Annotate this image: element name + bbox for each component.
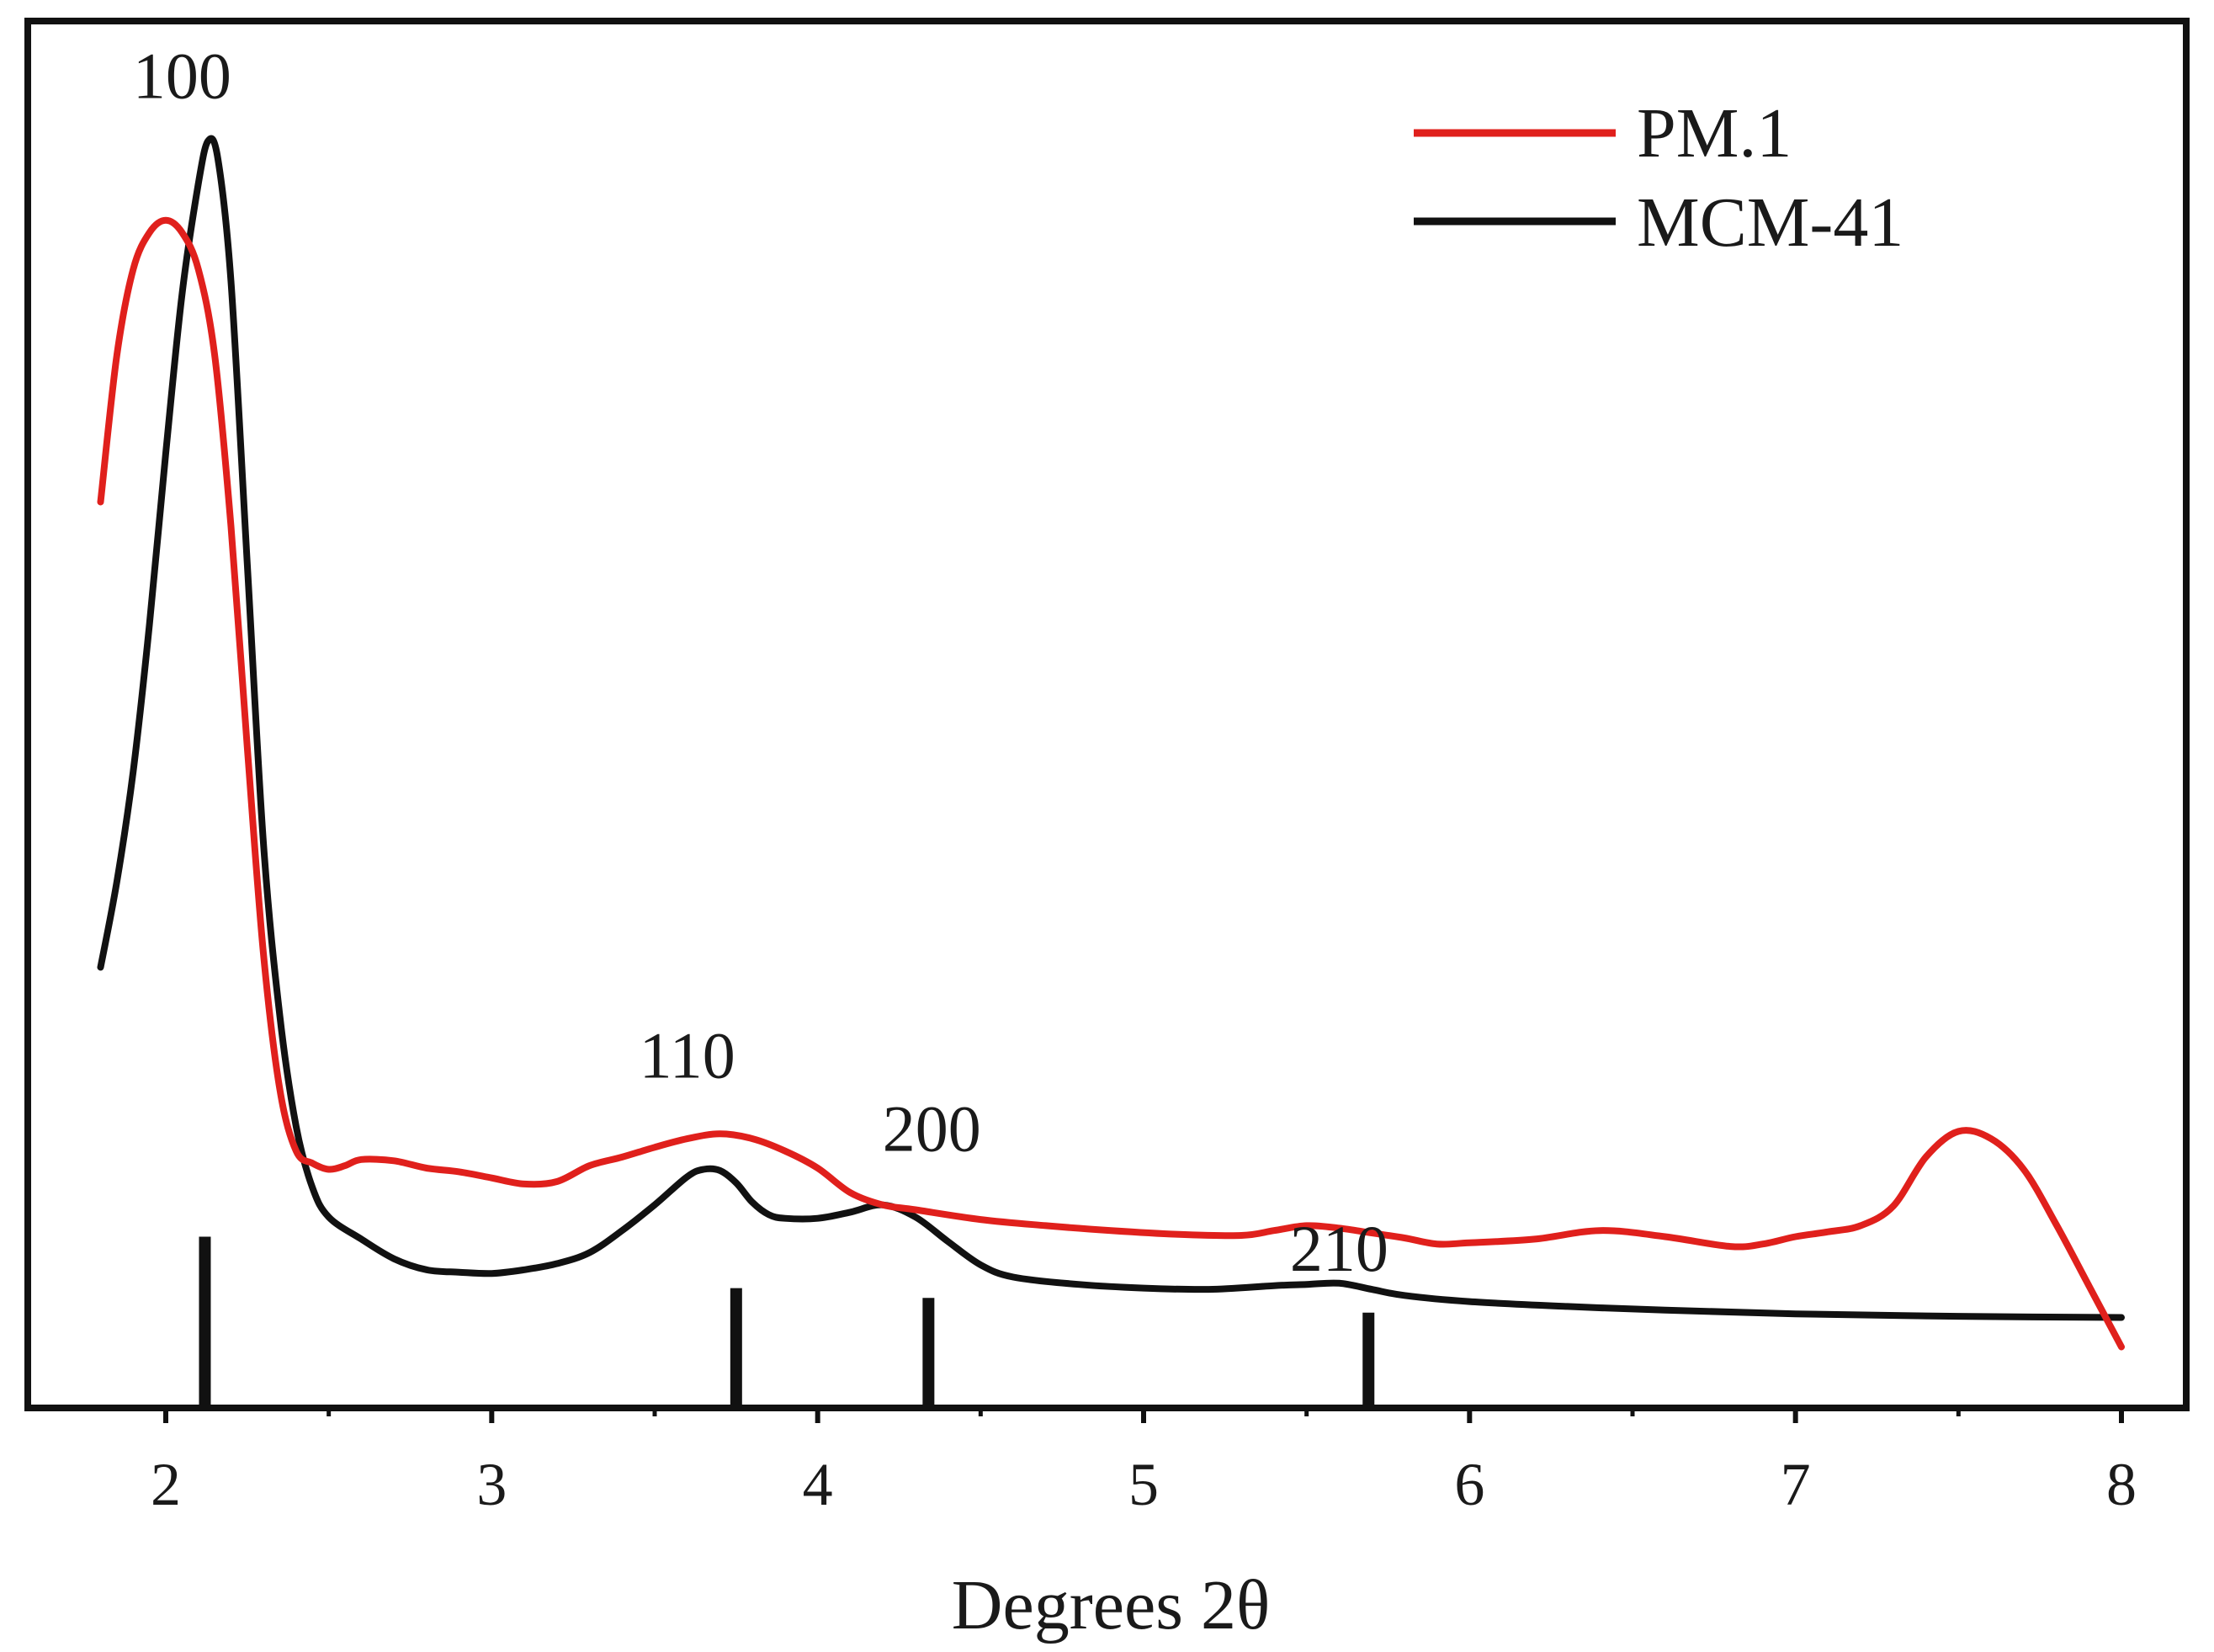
peak-labels: 100 110 200 210 <box>133 39 1388 1285</box>
peak-label-200: 200 <box>883 1092 981 1166</box>
x-tick-label-8: 8 <box>2106 1451 2137 1518</box>
x-tick-label-2: 2 <box>151 1451 181 1518</box>
reference-peaks <box>199 1236 1375 1408</box>
x-tick-label-7: 7 <box>1781 1451 1811 1518</box>
peak-label-110: 110 <box>640 1018 735 1092</box>
x-tick-label-3: 3 <box>476 1451 507 1518</box>
x-tick-label-6: 6 <box>1454 1451 1484 1518</box>
peak-label-100: 100 <box>133 39 231 112</box>
legend-label-pm1: PM.1 <box>1637 94 1792 173</box>
legend-label-mcm41: MCM-41 <box>1637 183 1903 262</box>
x-axis-ticks: 2 3 4 5 6 7 8 <box>151 1408 2137 1518</box>
series-line-mcm41 <box>97 135 2125 1321</box>
x-tick-label-4: 4 <box>803 1451 833 1518</box>
peak-label-210: 210 <box>1290 1212 1388 1285</box>
series-line-pm1 <box>97 216 2125 1351</box>
series-lines <box>97 135 2125 1351</box>
legend: PM.1 MCM-41 <box>1414 94 1903 262</box>
plot-frame <box>24 18 2190 1411</box>
x-axis-title: Degrees 2θ <box>952 1566 1270 1644</box>
x-tick-label-5: 5 <box>1128 1451 1159 1518</box>
